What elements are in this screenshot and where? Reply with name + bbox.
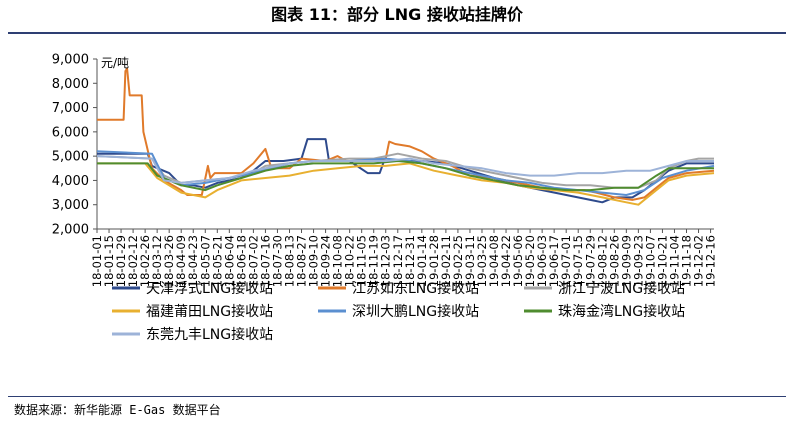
x-tick-label: 19-11-18 <box>680 235 694 287</box>
series-line-6 <box>97 160 714 192</box>
y-axis-unit-label: 元/吨 <box>101 56 129 70</box>
legend-label: 福建莆田LNG接收站 <box>146 303 273 320</box>
y-tick-label: 3,000 <box>52 198 89 213</box>
x-tick-label: 19-10-07 <box>643 235 657 287</box>
x-tick-label: 18-06-18 <box>234 235 248 287</box>
x-tick-label: 19-02-25 <box>451 235 465 287</box>
x-tick-label: 18-02-26 <box>138 235 152 287</box>
x-tick-label: 19-07-29 <box>583 235 597 287</box>
y-tick-label: 4,000 <box>52 174 89 189</box>
y-tick-label: 9,000 <box>52 53 89 68</box>
x-tick-label: 19-08-26 <box>607 235 621 287</box>
x-tick-label: 18-04-09 <box>174 235 188 287</box>
x-tick-label: 19-09-23 <box>631 235 645 287</box>
x-tick-label: 18-01-15 <box>102 235 116 287</box>
x-tick-label: 19-03-11 <box>463 235 477 287</box>
x-tick-label: 19-12-16 <box>704 235 718 287</box>
x-tick-label: 18-03-26 <box>162 235 176 287</box>
x-tick-label: 18-03-12 <box>150 235 164 287</box>
legend-label: 浙江宁波LNG接收站 <box>558 280 685 297</box>
source-note: 数据来源：新华能源 E-Gas 数据平台 <box>14 403 221 417</box>
x-tick-label: 19-01-28 <box>427 235 441 287</box>
title-divider <box>8 32 786 34</box>
x-tick-label: 18-12-03 <box>379 235 393 287</box>
x-tick-label: 18-05-07 <box>198 235 212 287</box>
x-tick-label: 18-01-29 <box>114 235 128 287</box>
legend-label: 深圳大鹏LNG接收站 <box>352 303 479 320</box>
x-tick-label: 18-08-13 <box>282 235 296 287</box>
x-tick-label: 18-05-21 <box>210 235 224 287</box>
x-tick-label: 19-06-03 <box>535 235 549 287</box>
series-line-2 <box>97 67 715 201</box>
x-tick-label: 18-07-02 <box>246 235 260 287</box>
x-tick-label: 19-03-25 <box>475 235 489 287</box>
x-tick-label: 18-11-05 <box>355 235 369 287</box>
x-tick-label: 18-12-17 <box>391 235 405 287</box>
x-tick-label: 19-11-04 <box>667 235 681 287</box>
y-tick-label: 2,000 <box>52 223 89 238</box>
series-line-7 <box>96 155 714 184</box>
y-tick-label: 5,000 <box>52 150 89 165</box>
series-line-4 <box>97 162 715 206</box>
x-tick-label: 19-07-01 <box>559 235 573 287</box>
y-tick-label: 7,000 <box>52 101 89 116</box>
x-tick-label: 18-02-12 <box>126 235 140 287</box>
x-tick-label: 18-07-30 <box>270 235 284 287</box>
legend-label: 珠海金湾LNG接收站 <box>558 303 685 320</box>
y-tick-label: 8,000 <box>52 77 89 92</box>
x-tick-label: 18-11-19 <box>367 235 381 287</box>
chart-axes <box>93 58 714 233</box>
legend-label: 天津浮式LNG接收站 <box>146 280 273 297</box>
x-tick-labels: 18-01-0118-01-1518-01-2918-02-1218-02-26… <box>90 235 718 287</box>
legend-label: 东莞九丰LNG接收站 <box>146 326 273 343</box>
x-tick-label: 19-01-14 <box>415 235 429 287</box>
x-tick-label: 18-12-31 <box>403 235 417 287</box>
x-tick-label: 19-04-08 <box>487 235 501 287</box>
x-tick-label: 18-09-10 <box>307 235 321 287</box>
x-tick-label: 18-07-16 <box>258 235 272 287</box>
x-tick-label: 19-05-06 <box>511 235 525 287</box>
x-tick-label: 18-10-22 <box>343 235 357 287</box>
page-title: 图表 11：部分 LNG 接收站挂牌价 <box>271 5 523 24</box>
legend-label: 江苏如东LNG接收站 <box>352 280 479 297</box>
price-line-chart: 2,000 3,000 4,000 5,000 6,000 7,000 8,000 9,000… <box>52 53 718 344</box>
x-tick-label: 19-09-09 <box>619 235 633 287</box>
source-divider <box>8 396 786 397</box>
x-tick-label: 19-08-12 <box>595 235 609 287</box>
x-tick-label: 18-10-08 <box>331 235 345 287</box>
x-tick-label: 19-12-02 <box>692 235 706 287</box>
x-tick-label: 18-09-24 <box>319 235 333 287</box>
x-tick-label: 19-06-17 <box>547 235 561 287</box>
x-tick-label: 19-05-20 <box>523 235 537 287</box>
x-tick-label: 18-01-01 <box>90 235 104 287</box>
x-tick-label: 19-02-11 <box>439 235 453 287</box>
series-lines <box>96 67 715 206</box>
y-tick-label: 6,000 <box>52 125 89 140</box>
y-tick-labels: 2,000 3,000 4,000 5,000 6,000 7,000 8,000 9,000 <box>52 53 89 238</box>
x-tick-label: 18-04-23 <box>186 235 200 287</box>
x-tick-label: 19-04-22 <box>499 235 513 287</box>
chart-legend: 天津浮式LNG接收站 江苏如东LNG接收站 浙江宁波LNG接收站福建莆田LNG接收站… <box>112 280 685 343</box>
x-tick-label: 19-10-21 <box>655 235 669 287</box>
x-tick-label: 18-06-04 <box>222 235 236 287</box>
x-tick-label: 18-08-27 <box>295 235 309 287</box>
x-tick-label: 19-07-15 <box>571 235 585 287</box>
